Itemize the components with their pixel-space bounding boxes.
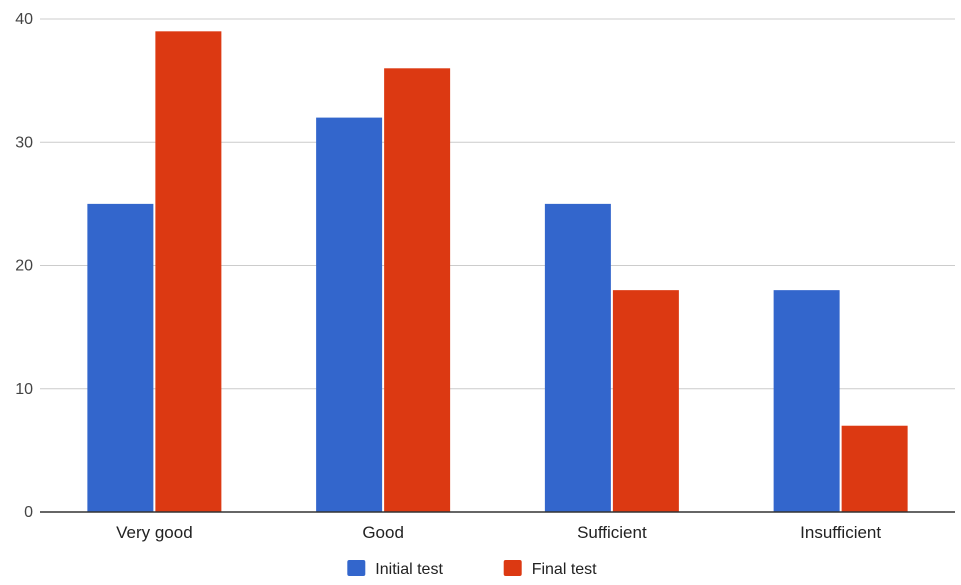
legend-label: Final test [532, 561, 597, 578]
bar-final-test-insufficient [841, 425, 908, 512]
bar-final-test-good [384, 68, 451, 513]
bar-initial-test-insufficient [773, 290, 840, 512]
x-tick-label: Insufficient [800, 523, 881, 542]
x-tick-label: Good [362, 523, 404, 542]
y-tick-label: 10 [15, 381, 33, 398]
legend-swatch [503, 560, 522, 576]
y-tick-label: 30 [15, 134, 33, 151]
legend: Initial test Final test [347, 560, 597, 578]
legend-swatch [347, 560, 366, 576]
bars [87, 31, 908, 513]
x-tick-label: Very good [116, 523, 193, 542]
y-axis-ticks: 0 10 20 30 40 [15, 11, 33, 521]
bar-initial-test-very-good [87, 203, 154, 512]
y-tick-label: 40 [15, 11, 33, 28]
bar-initial-test-good [316, 117, 383, 512]
y-tick-label: 20 [15, 258, 33, 275]
bar-final-test-sufficient [612, 290, 679, 512]
legend-label: Initial test [375, 561, 443, 578]
x-axis: Very good Good Sufficient Insufficient [40, 511, 955, 542]
bar-initial-test-sufficient [544, 203, 611, 512]
bar-final-test-very-good [155, 31, 222, 512]
y-tick-label: 0 [24, 504, 33, 521]
x-tick-label: Sufficient [577, 523, 647, 542]
